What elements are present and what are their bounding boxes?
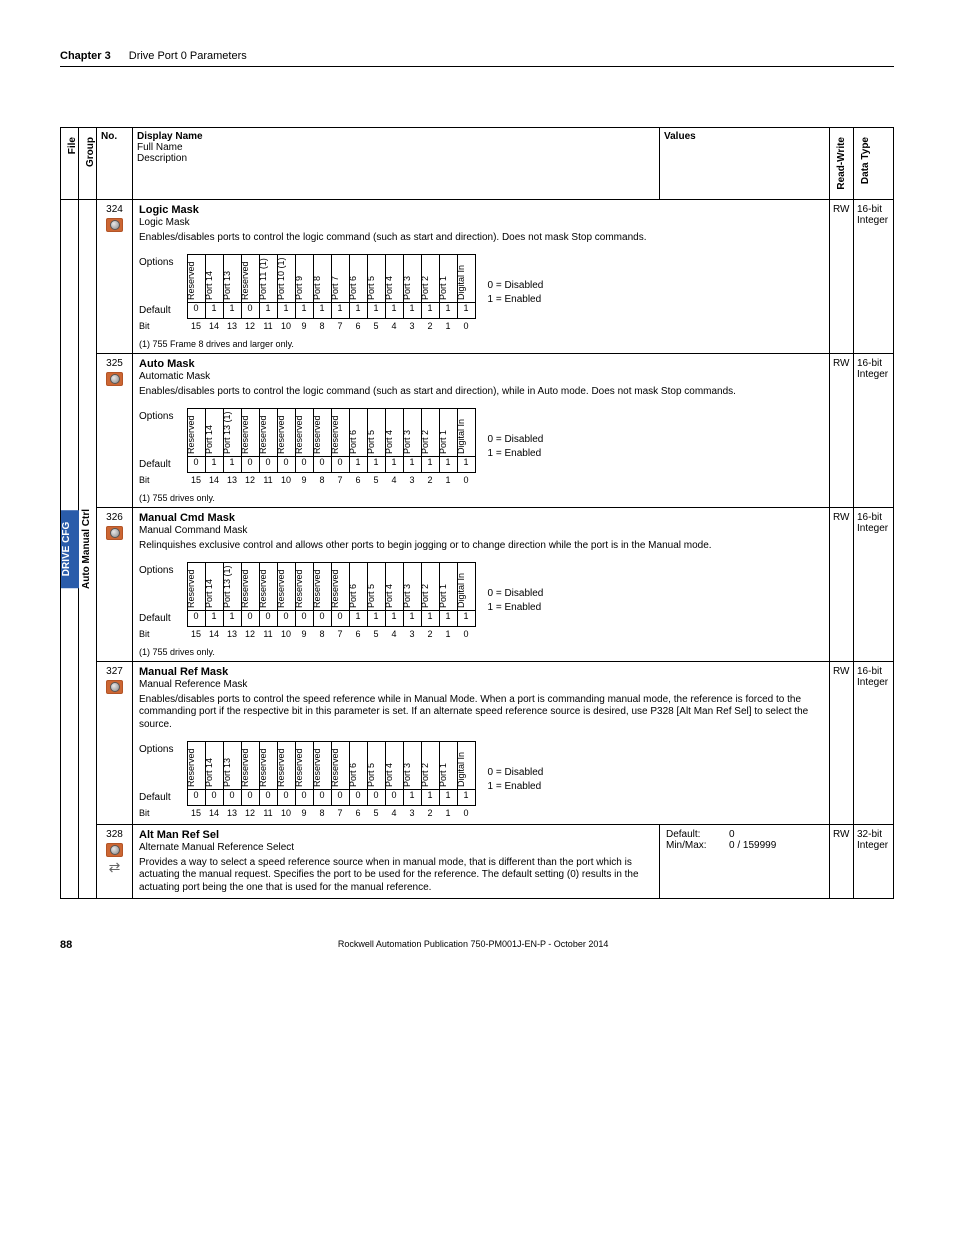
parameter-table: File Group No. Display Name Full Name De… [60, 127, 894, 899]
stop-icon [106, 218, 123, 232]
dt: 16-bitInteger [854, 199, 894, 353]
col-values: Values [660, 128, 830, 200]
legend: 0 = Disabled 1 = Enabled [488, 279, 544, 307]
param-desc: Enables/disables ports to control the lo… [139, 232, 823, 245]
bit-table-326: Options ReservedPort 14Port 13 (1)Reserv… [139, 562, 476, 641]
col-group: Group [79, 128, 97, 200]
stop-icon [106, 680, 123, 694]
param-no: 324 [99, 204, 130, 215]
col-file: File [61, 128, 79, 200]
param-row-328: 328 ⇄ Alt Man Ref Sel Alternate Manual R… [61, 824, 894, 899]
chapter-label: Chapter 3 [60, 50, 111, 62]
bit-table-327: Options ReservedPort 14Port 13ReservedRe… [139, 741, 476, 820]
col-display: Display Name Full Name Description [133, 128, 660, 200]
bit-table-325: Options ReservedPort 14Port 13 (1)Reserv… [139, 408, 476, 487]
col-rw: Read-Write [830, 128, 854, 200]
param-title: Logic Mask [139, 204, 823, 216]
bit-table-324: Options ReservedPort 14Port 13ReservedPo… [139, 254, 476, 333]
footnote: (1) 755 Frame 8 drives and larger only. [139, 339, 823, 349]
stop-icon [106, 526, 123, 540]
stop-icon [106, 372, 123, 386]
col-dt: Data Type [854, 128, 894, 200]
values-cell: Default:0 Min/Max:0 / 159999 [660, 824, 830, 899]
rw: RW [830, 199, 854, 353]
page-footer: 88 Rockwell Automation Publication 750-P… [60, 939, 894, 951]
param-no: 325 [99, 358, 130, 369]
param-row-327: 327 Manual Ref Mask Manual Reference Mas… [61, 661, 894, 824]
param-row-325: 325 Auto Mask Automatic Mask Enables/dis… [61, 353, 894, 507]
page-number: 88 [60, 939, 72, 951]
not-equal-icon: ⇄ [109, 860, 121, 874]
page-header: Chapter 3 Drive Port 0 Parameters [60, 50, 894, 67]
param-row-324: DRIVE CFG Auto Manual Ctrl 324 Logic Mas… [61, 199, 894, 353]
chapter-title: Drive Port 0 Parameters [129, 50, 247, 62]
file-label: DRIVE CFG [61, 510, 79, 588]
param-row-326: 326 Manual Cmd Mask Manual Command Mask … [61, 507, 894, 661]
publication: Rockwell Automation Publication 750-PM00… [338, 939, 608, 951]
page: Chapter 3 Drive Port 0 Parameters File G… [0, 0, 954, 981]
group-label: Auto Manual Ctrl [79, 503, 97, 595]
stop-icon [106, 843, 123, 857]
col-no: No. [97, 128, 133, 200]
param-fullname: Logic Mask [139, 217, 823, 228]
